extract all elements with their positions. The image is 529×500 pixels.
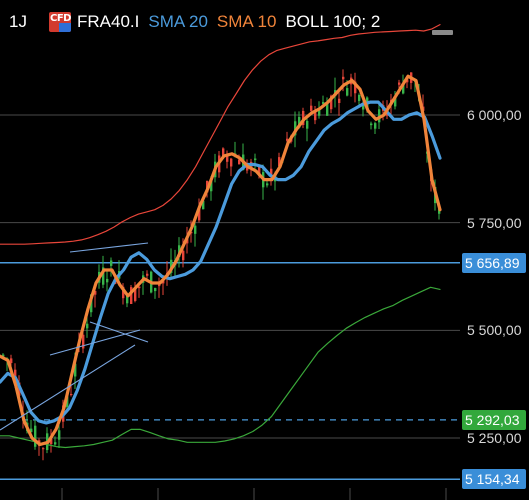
candle-body bbox=[134, 287, 137, 301]
candle-body bbox=[198, 207, 201, 221]
candle-body bbox=[338, 98, 341, 103]
chart-header: 1J CFD FRA40.I SMA 20 SMA 10 BOLL 100; 2 bbox=[0, 0, 529, 44]
sma20-legend[interactable]: SMA 20 bbox=[148, 12, 208, 31]
candle-body bbox=[406, 79, 409, 83]
candle-body bbox=[230, 158, 233, 167]
boll-lower-line bbox=[0, 286, 441, 449]
candle-body bbox=[30, 428, 33, 433]
candle-body bbox=[202, 200, 205, 210]
candle-body bbox=[50, 438, 53, 445]
candle-body bbox=[226, 155, 229, 162]
candle-body bbox=[122, 286, 125, 299]
candle-body bbox=[294, 121, 297, 136]
candle-body bbox=[106, 278, 109, 283]
candle-body bbox=[70, 394, 73, 396]
trendline bbox=[69, 242, 149, 253]
candle-body bbox=[94, 290, 97, 295]
candle-body bbox=[398, 82, 401, 85]
boll-legend[interactable]: BOLL 100; 2 bbox=[285, 12, 381, 31]
indicator-series bbox=[0, 24, 442, 449]
candles bbox=[2, 69, 441, 461]
trendline bbox=[0, 344, 136, 431]
candle-body bbox=[190, 231, 193, 234]
candle-body bbox=[346, 88, 349, 96]
candle-body bbox=[362, 104, 365, 110]
price-tag: 5 292,03 bbox=[462, 409, 526, 430]
candle-body bbox=[110, 260, 113, 266]
candle-body bbox=[154, 288, 157, 292]
candle-body bbox=[402, 84, 405, 94]
minimize-bar-icon[interactable] bbox=[432, 30, 453, 35]
candle-body bbox=[286, 138, 289, 141]
candle-body bbox=[358, 94, 361, 101]
timeframe-label[interactable]: 1J bbox=[9, 12, 27, 31]
candle-body bbox=[306, 120, 309, 129]
candle-body bbox=[162, 280, 165, 284]
candle-body bbox=[254, 158, 257, 161]
cfd-badge-text: CFD bbox=[50, 13, 71, 24]
candle-body bbox=[146, 273, 149, 276]
price-axis-label: 5 500,00 bbox=[467, 322, 522, 339]
candle-body bbox=[42, 448, 45, 450]
boll-upper-line bbox=[0, 24, 441, 245]
candle-body bbox=[318, 108, 321, 116]
symbol-label[interactable]: FRA40.I bbox=[77, 12, 140, 31]
price-axis-label: 5 250,00 bbox=[467, 430, 522, 446]
price-tag: 5 656,89 bbox=[462, 252, 526, 273]
cfd-badge-icon: CFD bbox=[49, 12, 71, 32]
candle-body bbox=[182, 250, 185, 261]
candle-body bbox=[66, 396, 69, 407]
candle-body bbox=[102, 267, 105, 285]
candle-body bbox=[130, 287, 133, 305]
candle-body bbox=[34, 425, 37, 447]
candle-body bbox=[126, 295, 129, 304]
candle-body bbox=[342, 76, 345, 80]
horizontal-lines bbox=[0, 262, 460, 480]
trendlines bbox=[0, 242, 149, 431]
candle-body bbox=[310, 105, 313, 111]
candle-body bbox=[82, 334, 85, 349]
candle-body bbox=[58, 430, 61, 440]
candle-body bbox=[210, 179, 213, 192]
candle-body bbox=[278, 157, 281, 167]
trendline bbox=[89, 321, 149, 343]
candle-body bbox=[270, 168, 273, 177]
candle-body bbox=[298, 117, 301, 128]
candle-body bbox=[238, 159, 241, 165]
candle-body bbox=[330, 95, 333, 110]
candle-body bbox=[322, 102, 325, 104]
candle-body bbox=[374, 123, 377, 129]
candle-body bbox=[326, 103, 329, 116]
chart-grid bbox=[0, 114, 460, 500]
price-axis-label: 6 000,00 bbox=[467, 107, 522, 123]
candle-body bbox=[194, 225, 197, 234]
candle-body bbox=[10, 358, 13, 364]
sma10-line bbox=[0, 74, 442, 447]
candle-body bbox=[258, 165, 261, 176]
candle-body bbox=[54, 442, 57, 445]
candle-body bbox=[266, 183, 269, 186]
candle-body bbox=[74, 363, 77, 377]
sma10-legend[interactable]: SMA 10 bbox=[216, 12, 277, 31]
candle-body bbox=[86, 323, 89, 329]
candle-body bbox=[314, 112, 317, 121]
candle-body bbox=[354, 81, 357, 94]
candle-body bbox=[2, 354, 5, 357]
price-axis-label: 5 750,00 bbox=[467, 214, 522, 231]
price-tag: 5 154,34 bbox=[462, 469, 526, 490]
candle-body bbox=[138, 286, 141, 289]
candle-body bbox=[370, 123, 373, 126]
candle-body bbox=[394, 96, 397, 107]
candle-body bbox=[158, 284, 161, 287]
candle-body bbox=[222, 148, 225, 157]
